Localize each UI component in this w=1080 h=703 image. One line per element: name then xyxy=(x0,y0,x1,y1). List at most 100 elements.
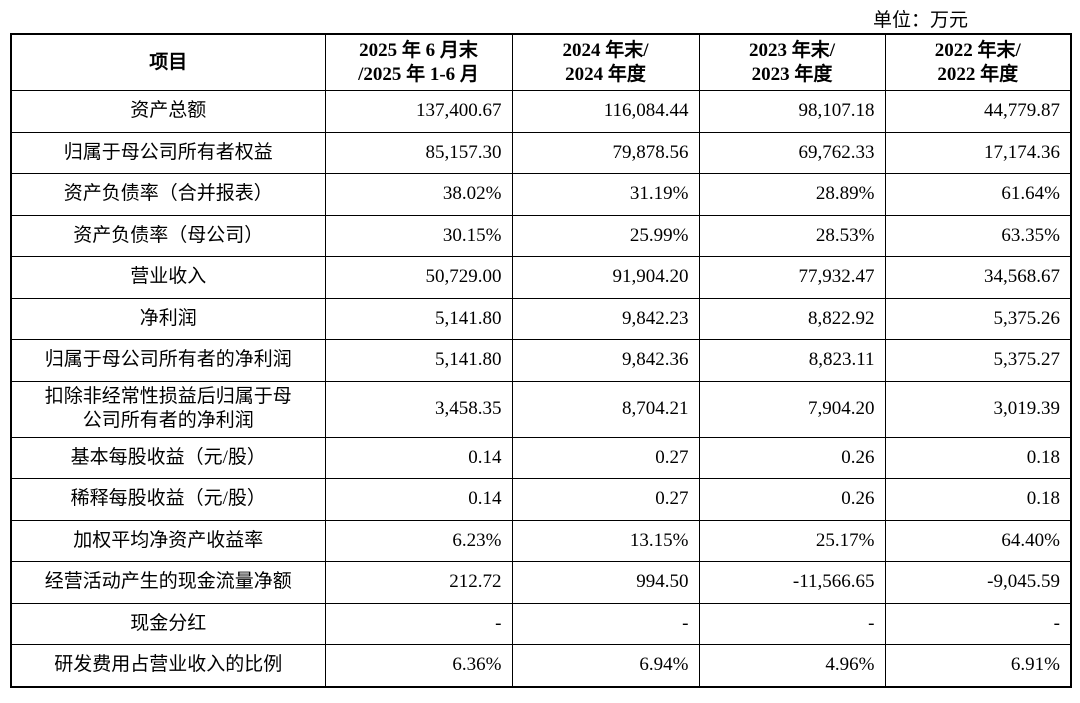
row-label: 资产总额 xyxy=(10,90,326,133)
value-cell: 4.96% xyxy=(698,644,886,687)
header-cell: 2025 年 6 月末/2025 年 1-6 月 xyxy=(324,33,513,91)
text-line: 2025 年 6 月末 xyxy=(359,39,478,61)
value-cell: 50,729.00 xyxy=(324,256,513,299)
value-cell: 7,904.20 xyxy=(698,380,886,438)
header-cell: 2022 年末/2022 年度 xyxy=(884,33,1072,91)
text-line: 资产总额 xyxy=(130,100,207,122)
table-row: 基本每股收益（元/股） 0.14 0.27 0.26 0.18 xyxy=(10,436,1072,479)
row-label: 归属于母公司所有者权益 xyxy=(10,131,326,174)
text-line: 净利润 xyxy=(139,307,197,329)
row-label: 净利润 xyxy=(10,297,326,340)
value-cell: 44,779.87 xyxy=(884,90,1072,133)
text-line: 2022 年度 xyxy=(937,63,1019,85)
table-row: 归属于母公司所有者的净利润 5,141.80 9,842.36 8,823.11 5,3… xyxy=(10,339,1072,382)
value-cell: 5,141.80 xyxy=(324,339,513,382)
value-cell: 79,878.56 xyxy=(511,131,700,174)
header-cell: 2023 年末/2023 年度 xyxy=(698,33,886,91)
value-cell: 30.15% xyxy=(324,214,513,257)
row-label: 营业收入 xyxy=(10,256,326,299)
value-cell: 61.64% xyxy=(884,173,1072,216)
unit-note: 单位：万元 xyxy=(872,10,968,31)
value-cell: 9,842.36 xyxy=(511,339,700,382)
value-cell: -9,045.59 xyxy=(884,561,1072,604)
row-label: 稀释每股收益（元/股） xyxy=(10,478,326,521)
text-line: 2024 年末/ xyxy=(562,39,649,61)
row-label: 资产负债率（合并报表） xyxy=(10,173,326,216)
value-cell: 5,375.27 xyxy=(884,339,1072,382)
value-cell: 28.53% xyxy=(698,214,886,257)
value-cell: - xyxy=(324,602,513,645)
value-cell: 91,904.20 xyxy=(511,256,700,299)
text-line: 基本每股收益（元/股） xyxy=(70,446,266,468)
text-line: 归属于母公司所有者的净利润 xyxy=(44,349,292,371)
row-label: 经营活动产生的现金流量净额 xyxy=(10,561,326,604)
text-line: 2024 年度 xyxy=(565,63,646,85)
value-cell: 137,400.67 xyxy=(324,90,513,133)
value-cell: 38.02% xyxy=(324,173,513,216)
text-line: 营业收入 xyxy=(130,266,207,288)
text-line: 公司所有者的净利润 xyxy=(82,410,254,431)
value-cell: - xyxy=(511,602,700,645)
value-cell: 28.89% xyxy=(698,173,886,216)
text-line: 2023 年度 xyxy=(751,63,833,85)
text-line: /2025 年 1-6 月 xyxy=(358,63,479,85)
value-cell: 6.94% xyxy=(511,644,700,687)
value-cell: 8,704.21 xyxy=(511,380,700,438)
text-line: 项目 xyxy=(149,51,188,73)
value-cell: 6.91% xyxy=(884,644,1072,687)
text-line: 扣除非经常性损益后归属于母 xyxy=(44,386,292,407)
value-cell: 0.26 xyxy=(698,436,886,479)
value-cell: 85,157.30 xyxy=(324,131,513,174)
value-cell: 8,822.92 xyxy=(698,297,886,340)
value-cell: 3,019.39 xyxy=(884,380,1072,438)
table-row: 资产负债率（母公司） 30.15% 25.99% 28.53% 63.35% xyxy=(10,214,1072,257)
value-cell: -11,566.65 xyxy=(698,561,886,604)
text-line: 2023 年末/ xyxy=(748,39,836,61)
value-cell: 0.27 xyxy=(511,478,700,521)
value-cell: 212.72 xyxy=(324,561,513,604)
value-cell: 9,842.23 xyxy=(511,297,700,340)
value-cell: 116,084.44 xyxy=(511,90,700,133)
text-line: 加权平均净资产收益率 xyxy=(73,529,264,551)
value-cell: 34,568.67 xyxy=(884,256,1072,299)
value-cell: 17,174.36 xyxy=(884,131,1072,174)
header-cell: 2024 年末/2024 年度 xyxy=(511,33,700,91)
value-cell: 994.50 xyxy=(511,561,700,604)
value-cell: - xyxy=(884,602,1072,645)
table-row: 营业收入 50,729.00 91,904.20 77,932.47 34,568.67 xyxy=(10,256,1072,299)
table-row: 研发费用占营业收入的比例 6.36% 6.94% 4.96% 6.91% xyxy=(10,644,1072,687)
value-cell: 0.18 xyxy=(884,478,1072,521)
value-cell: 63.35% xyxy=(884,214,1072,257)
text-line: 经营活动产生的现金流量净额 xyxy=(44,571,292,593)
table-row: 稀释每股收益（元/股） 0.14 0.27 0.26 0.18 xyxy=(10,478,1072,521)
value-cell: 98,107.18 xyxy=(698,90,886,133)
header-cell: 项目 xyxy=(10,33,326,91)
value-cell: 0.27 xyxy=(511,436,700,479)
value-cell: 31.19% xyxy=(511,173,700,216)
value-cell: 77,932.47 xyxy=(698,256,886,299)
row-label: 加权平均净资产收益率 xyxy=(10,519,326,562)
text-line: 现金分红 xyxy=(130,612,207,634)
row-label: 基本每股收益（元/股） xyxy=(10,436,326,479)
text-line: 稀释每股收益（元/股） xyxy=(70,488,266,510)
value-cell: - xyxy=(698,602,886,645)
text-line: 资产负债率（母公司） xyxy=(73,224,264,246)
value-cell: 8,823.11 xyxy=(698,339,886,382)
value-cell: 0.26 xyxy=(698,478,886,521)
value-cell: 5,141.80 xyxy=(324,297,513,340)
row-label: 现金分红 xyxy=(10,602,326,645)
table-row: 净利润 5,141.80 9,842.23 8,822.92 5,375.26 xyxy=(10,297,1072,340)
text-line: 资产负债率（合并报表） xyxy=(63,183,273,205)
value-cell: 6.36% xyxy=(324,644,513,687)
text-line: 研发费用占营业收入的比例 xyxy=(54,654,283,676)
row-label: 归属于母公司所有者的净利润 xyxy=(10,339,326,382)
table-row: 资产负债率（合并报表） 38.02% 31.19% 28.89% 61.64% xyxy=(10,173,1072,216)
value-cell: 69,762.33 xyxy=(698,131,886,174)
value-cell: 3,458.35 xyxy=(324,380,513,438)
value-cell: 64.40% xyxy=(884,519,1072,562)
row-label: 扣除非经常性损益后归属于母 公司所有者的净利润 xyxy=(10,380,326,438)
row-label: 资产负债率（母公司） xyxy=(10,214,326,257)
text-line: 归属于母公司所有者权益 xyxy=(63,141,273,163)
value-cell: 25.17% xyxy=(698,519,886,562)
table-row: 现金分红 - - - - xyxy=(10,602,1072,645)
